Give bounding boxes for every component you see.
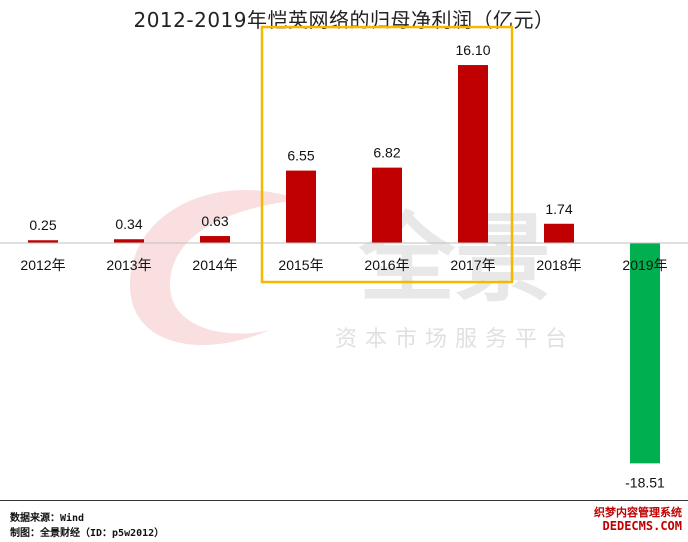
bar-2015 (286, 170, 316, 243)
x-tick-2012: 2012年 (20, 257, 65, 273)
data-label-2014: 0.63 (201, 213, 228, 229)
bar-2019 (630, 243, 660, 464)
bar-2012 (28, 240, 58, 243)
bar-2014 (200, 236, 230, 243)
x-tick-2014: 2014年 (192, 257, 237, 273)
x-tick-2017: 2017年 (450, 257, 495, 273)
net-profit-bar-chart: 全景 资本市场服务平台 2012年 2013年 2014年 2015年 2016年 201… (0, 25, 688, 490)
x-tick-2016: 2016年 (364, 257, 409, 273)
footer-source: 数据来源：Wind (10, 513, 85, 524)
corner-watermark-en: DEDECMS.COM (602, 519, 682, 533)
x-tick-2015: 2015年 (278, 257, 323, 273)
footer-credit: 制图：全景财经（ID：p5w2012） (10, 528, 165, 539)
data-label-2015: 6.55 (287, 148, 314, 164)
bar-series (28, 65, 660, 464)
x-axis-tick-labels: 2012年 2013年 2014年 2015年 2016年 2017年 2018年 2019年 (20, 257, 667, 273)
data-label-2013: 0.34 (115, 216, 142, 232)
bar-2017 (458, 65, 488, 243)
corner-watermark-cn: 织梦内容管理系统 (594, 506, 682, 519)
data-label-2012: 0.25 (29, 217, 56, 233)
footer-divider (0, 500, 688, 501)
x-tick-2013: 2013年 (106, 257, 151, 273)
data-label-2016: 6.82 (373, 145, 400, 161)
data-label-2017: 16.10 (455, 42, 490, 58)
watermark-swirl (130, 189, 300, 345)
watermark-tagline: 资本市场服务平台 (335, 327, 575, 352)
highlight-box-2015-2017 (260, 25, 514, 284)
x-tick-2019: 2019年 (622, 257, 667, 273)
bar-2018 (544, 223, 574, 243)
bar-2013 (114, 239, 144, 243)
data-label-2019: -18.51 (625, 474, 665, 490)
corner-watermark: 织梦内容管理系统 DEDECMS.COM (594, 506, 682, 533)
data-label-2018: 1.74 (545, 201, 572, 217)
data-labels: 0.25 0.34 0.63 6.55 6.82 16.10 1.74 -18.51 (29, 42, 665, 490)
x-tick-2018: 2018年 (536, 257, 581, 273)
bar-2016 (372, 167, 402, 243)
